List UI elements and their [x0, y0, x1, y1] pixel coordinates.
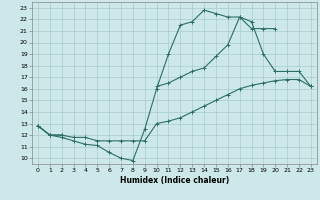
X-axis label: Humidex (Indice chaleur): Humidex (Indice chaleur) [120, 176, 229, 185]
